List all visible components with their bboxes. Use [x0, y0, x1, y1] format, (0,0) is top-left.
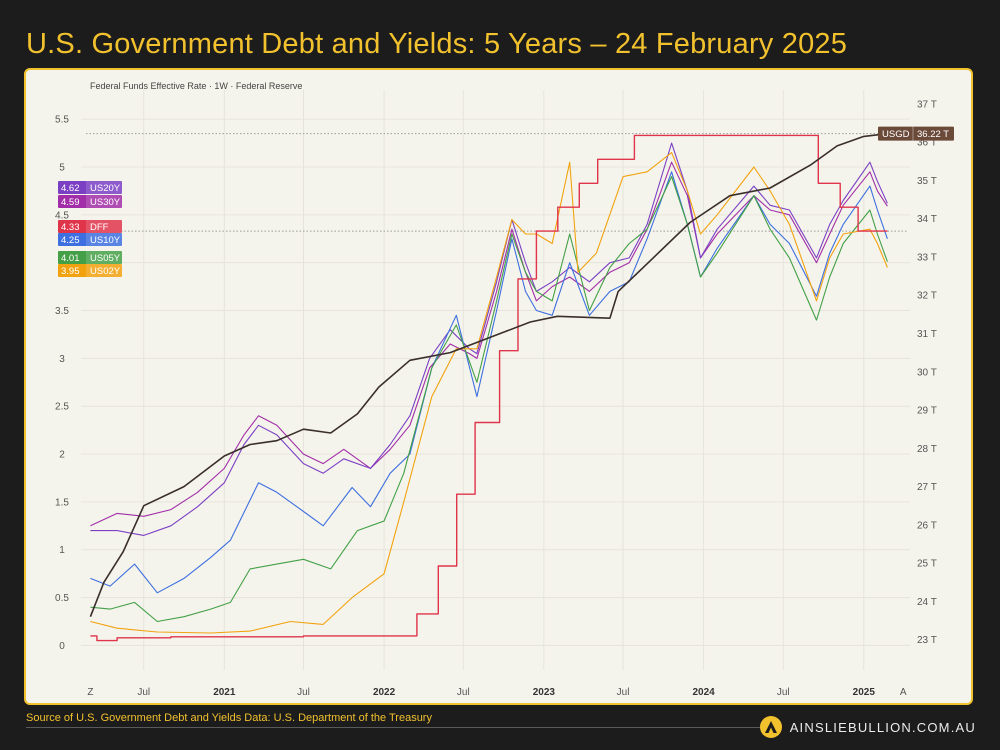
- right-tick-label: 25 T: [917, 559, 937, 570]
- legend-value: 4.25: [61, 235, 80, 246]
- right-tick-label: 30 T: [917, 367, 937, 378]
- right-tick-label: 24 T: [917, 597, 937, 608]
- legend-badge: [58, 195, 122, 208]
- legend-value: 3.95: [61, 266, 80, 277]
- left-tick-label: 5.5: [55, 115, 69, 126]
- brand-name: AINSLIEBULLION.COM.AU: [789, 719, 976, 735]
- source-note: Source of U.S. Government Debt and Yield…: [26, 712, 432, 724]
- legend-badge-divider: [86, 220, 122, 233]
- x-tick-label: A: [900, 687, 907, 698]
- x-tick-label: Jul: [297, 687, 310, 698]
- series-line-us30y: [90, 161, 888, 527]
- legend-badge: [58, 233, 122, 246]
- right-tick-label: 34 T: [917, 214, 937, 225]
- legend-badge-divider: [86, 251, 122, 264]
- brand-logo-icon: [759, 716, 782, 738]
- legend-value: 4.33: [61, 222, 80, 233]
- debt-badge: [878, 126, 954, 141]
- right-tick-label: 37 T: [917, 99, 937, 110]
- debt-series-name: USGD: [882, 129, 910, 140]
- left-tick-label: 4.5: [55, 210, 69, 221]
- legend-value: 4.62: [61, 183, 80, 194]
- chart-panel: Federal Funds Effective Rate · 1W · Fede…: [24, 68, 973, 705]
- right-tick-label: 33 T: [917, 252, 937, 263]
- legend-badge: [58, 220, 122, 233]
- right-tick-label: 31 T: [917, 329, 937, 340]
- left-tick-label: 2.5: [55, 402, 69, 413]
- series-line-us20y: [90, 142, 888, 536]
- legend-series-name: US10Y: [90, 235, 121, 246]
- left-tick-label: 1: [59, 545, 65, 556]
- x-tick-label: Z: [87, 687, 93, 698]
- right-tick-label: 23 T: [917, 635, 937, 646]
- left-tick-label: 5: [59, 162, 65, 173]
- left-tick-label: 3: [59, 354, 65, 365]
- legend-badge-divider: [86, 233, 122, 246]
- right-tick-label: 36 T: [917, 138, 937, 149]
- legend-badge-divider: [86, 195, 122, 208]
- x-tick-label: 2021: [213, 687, 236, 698]
- brand[interactable]: AINSLIEBULLION.COM.AU: [759, 716, 976, 738]
- debt-value: 36.22 T: [917, 129, 949, 140]
- chart: Federal Funds Effective Rate · 1W · Fede…: [55, 81, 954, 698]
- right-tick-label: 29 T: [917, 406, 937, 417]
- x-tick-label: 2025: [853, 687, 876, 698]
- page-title: U.S. Government Debt and Yields: 5 Years…: [26, 28, 848, 60]
- left-tick-label: 2: [59, 450, 65, 461]
- legend-badge: [58, 264, 122, 277]
- left-tick-label: 3.5: [55, 306, 69, 317]
- x-tick-label: Jul: [617, 687, 630, 698]
- x-tick-label: Jul: [137, 687, 150, 698]
- legend-series-name: US30Y: [90, 197, 121, 208]
- legend-series-name: DFF: [90, 222, 109, 233]
- legend-badge: [58, 181, 122, 194]
- x-tick-label: 2024: [692, 687, 715, 698]
- legend-badge-divider: [86, 264, 122, 277]
- series-line-us10y: [90, 171, 888, 594]
- series-line-us02y: [90, 152, 888, 634]
- legend-series-name: US02Y: [90, 266, 121, 277]
- chart-subtitle: Federal Funds Effective Rate · 1W · Fede…: [90, 81, 302, 91]
- series-line-us05y: [90, 176, 888, 623]
- x-tick-label: 2022: [373, 687, 396, 698]
- footer-divider: [26, 727, 780, 728]
- right-tick-label: 35 T: [917, 176, 937, 187]
- series-line-dff: [90, 134, 888, 642]
- left-tick-label: 1.5: [55, 497, 69, 508]
- left-tick-label: 0.5: [55, 593, 69, 604]
- legend-series-name: US05Y: [90, 253, 121, 264]
- right-tick-label: 32 T: [917, 291, 937, 302]
- x-tick-label: 2023: [533, 687, 556, 698]
- legend-value: 4.59: [61, 197, 80, 208]
- x-tick-label: Jul: [457, 687, 470, 698]
- right-tick-label: 28 T: [917, 444, 937, 455]
- legend-badge-divider: [86, 181, 122, 194]
- right-tick-label: 26 T: [917, 520, 937, 531]
- legend-value: 4.01: [61, 253, 80, 264]
- series-line-usgd: [89, 132, 888, 617]
- legend-series-name: US20Y: [90, 183, 121, 194]
- left-tick-label: 0: [59, 641, 65, 652]
- x-tick-label: Jul: [777, 687, 790, 698]
- right-tick-label: 27 T: [917, 482, 937, 493]
- legend-badge: [58, 251, 122, 264]
